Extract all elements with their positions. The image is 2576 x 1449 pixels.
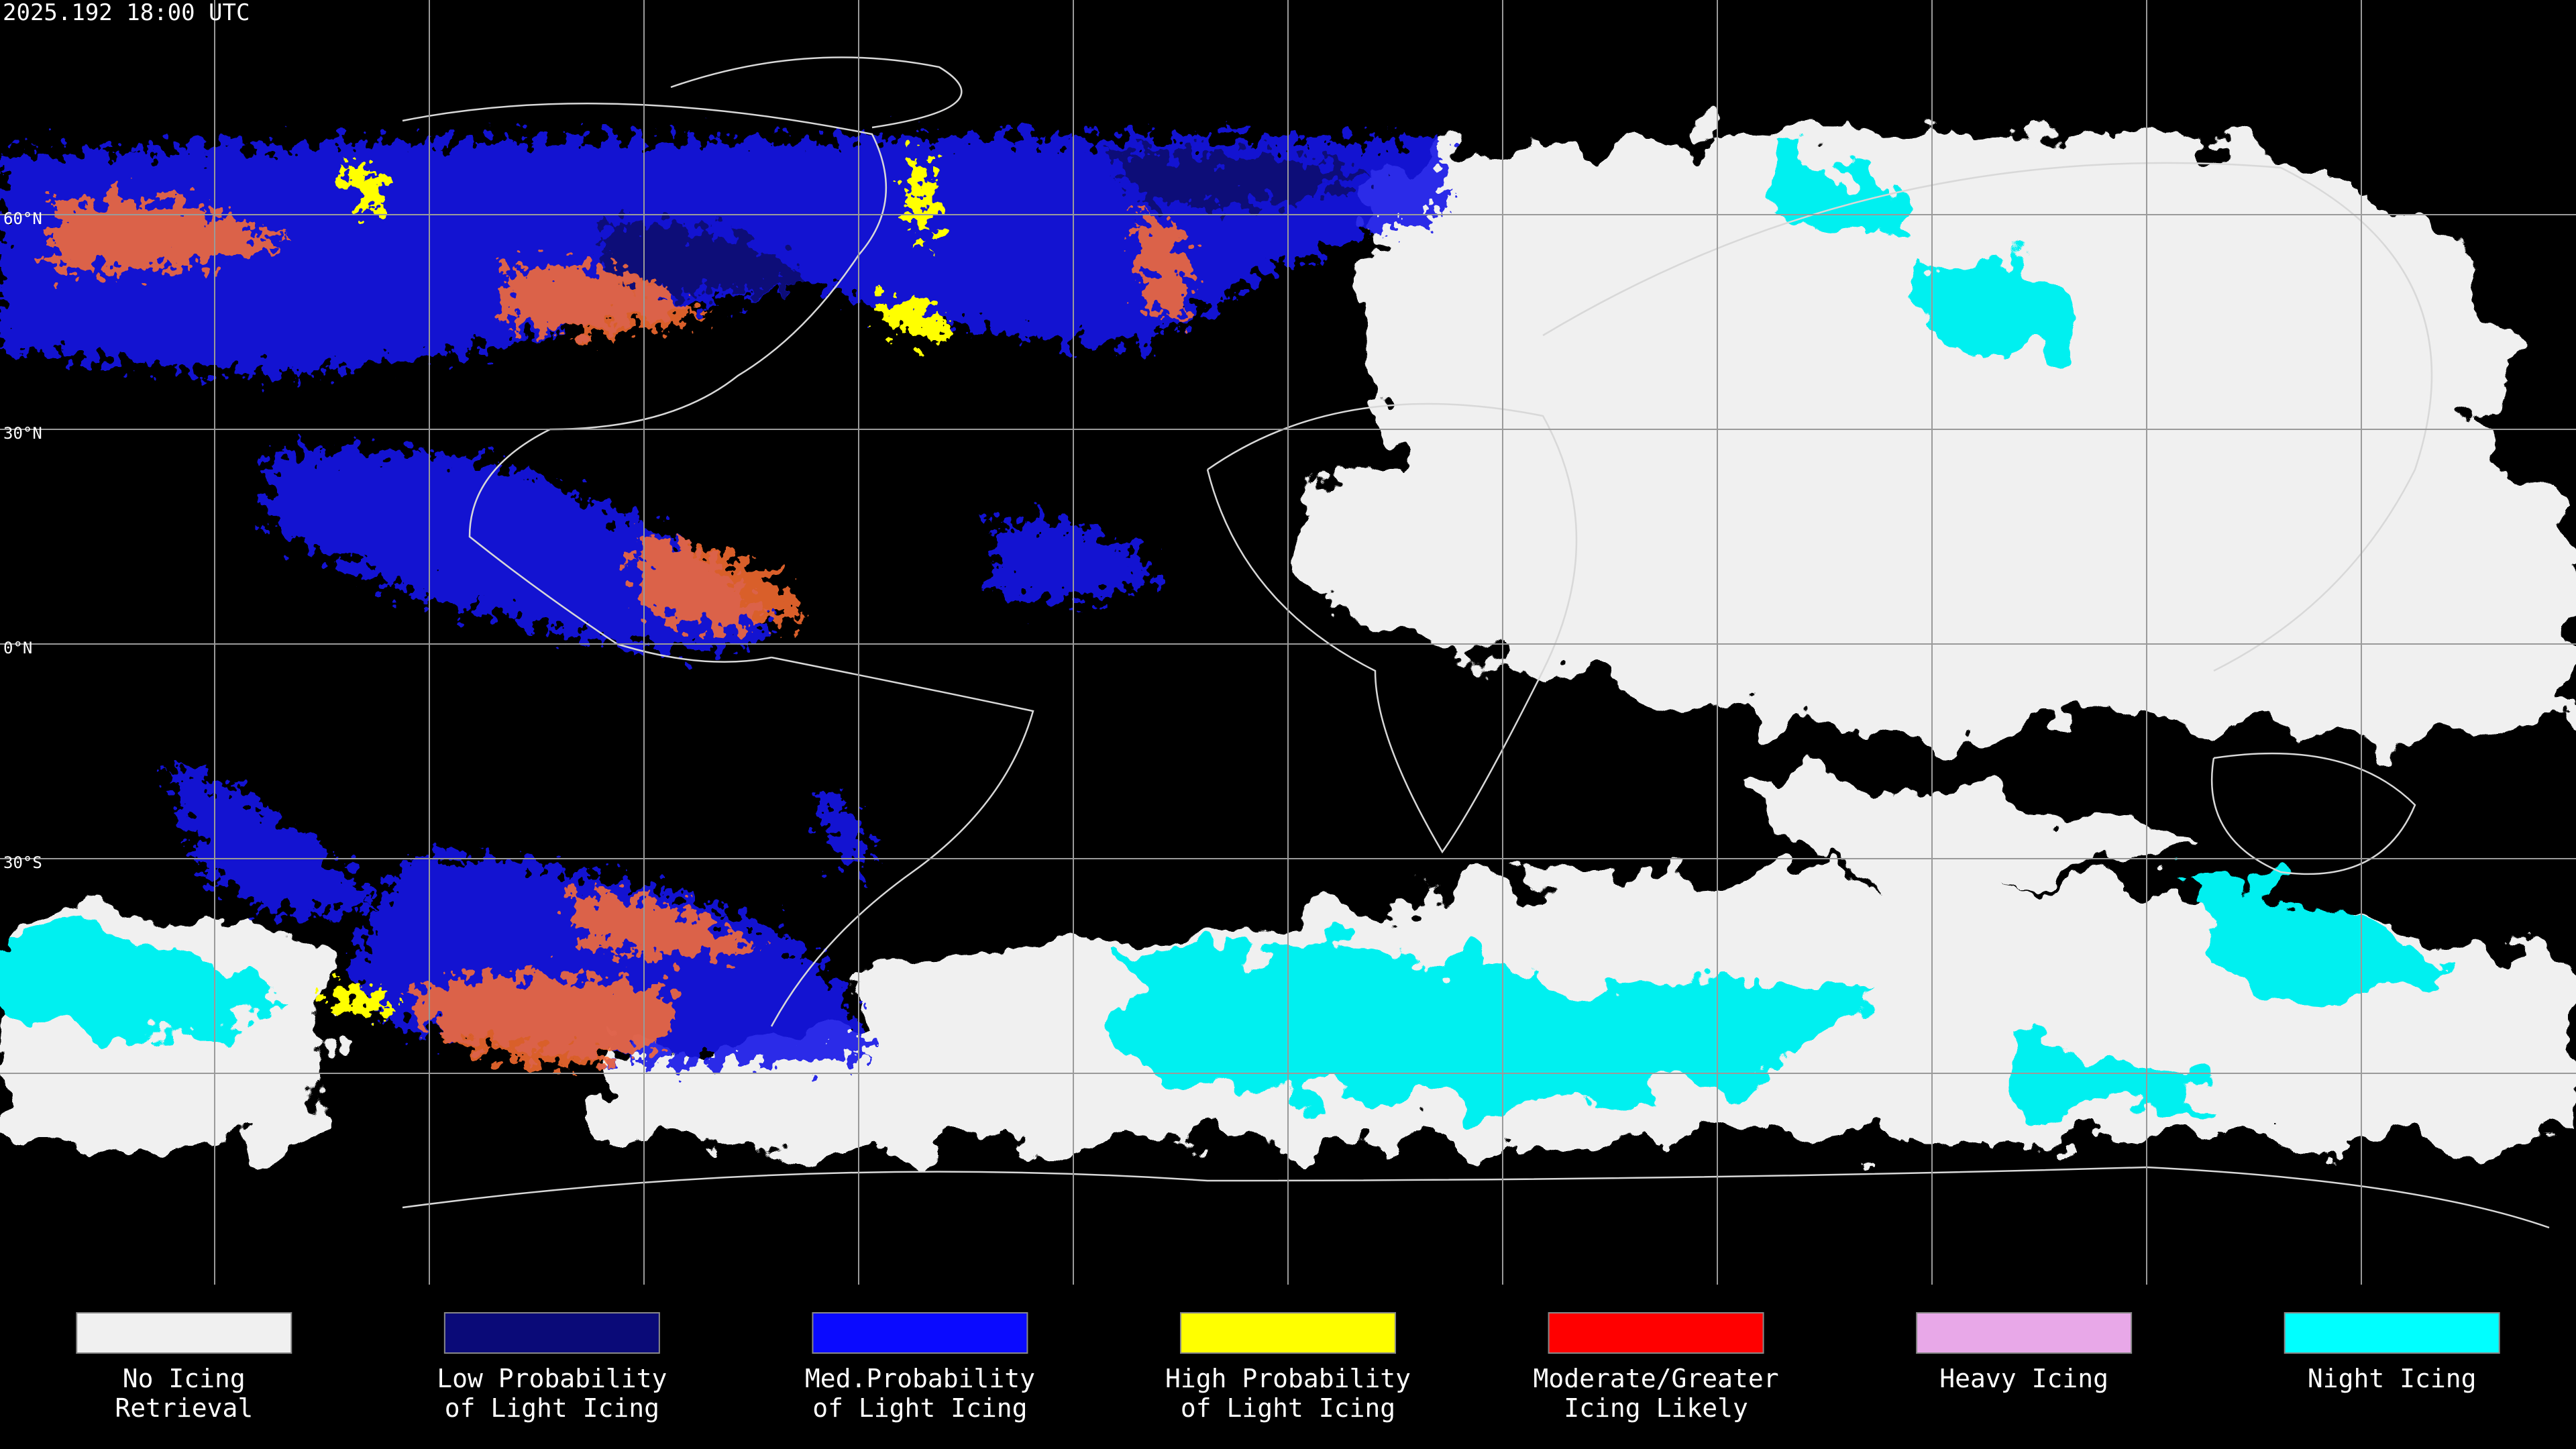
- graticule: [0, 0, 2576, 1285]
- legend-label: Moderate/Greater: [1534, 1364, 1779, 1393]
- legend-label: Night Icing: [2308, 1364, 2477, 1393]
- legend-label: of Light Icing: [1181, 1393, 1395, 1423]
- legend-swatch: [1916, 1312, 2133, 1354]
- no-icing-clouds: [0, 133, 2576, 1147]
- latitude-label: 30°S: [3, 853, 42, 872]
- latitude-label: 30°N: [3, 424, 42, 443]
- legend-swatch: [2284, 1312, 2500, 1354]
- low-probability-icing: [604, 153, 1375, 292]
- legend-label: Med.Probability: [805, 1364, 1035, 1393]
- legend-label: No Icing: [123, 1364, 246, 1393]
- legend-label: High Probability: [1165, 1364, 1411, 1393]
- legend-swatch: [76, 1312, 292, 1354]
- latitude-label: 60°N: [3, 209, 42, 228]
- high-probability-icing: [329, 154, 953, 1013]
- legend-swatch: [1548, 1312, 1764, 1354]
- timestamp: 2025.192 18:00 UTC: [3, 0, 250, 26]
- latitude-label: 0°N: [3, 639, 32, 657]
- legend-swatch: [1180, 1312, 1396, 1354]
- legend-label: of Light Icing: [812, 1393, 1027, 1423]
- legend-label: Heavy Icing: [1939, 1364, 2108, 1393]
- map-imagery: [0, 56, 2576, 1229]
- legend-swatch: [443, 1312, 660, 1354]
- legend-label: of Light Icing: [445, 1393, 659, 1423]
- legend-label: Low Probability: [437, 1364, 667, 1393]
- latitude-labels: 60°N 30°N 0°N 30°S: [3, 209, 42, 872]
- legend-swatch: [812, 1312, 1028, 1354]
- legend-label: Retrieval: [115, 1393, 253, 1423]
- moderate-icing: [54, 199, 1189, 1067]
- night-icing: [0, 148, 2449, 1114]
- legend-label: Icing Likely: [1564, 1393, 1748, 1423]
